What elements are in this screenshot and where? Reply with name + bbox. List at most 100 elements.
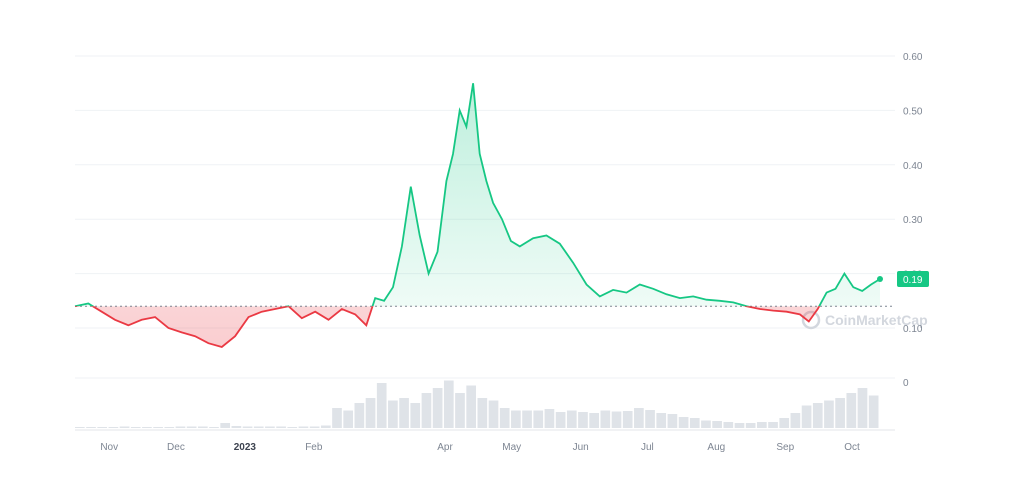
volume-bar bbox=[835, 398, 845, 428]
last-price-badge: 0.19 bbox=[897, 271, 929, 288]
volume-bar bbox=[712, 421, 722, 428]
volume-bar bbox=[97, 427, 108, 428]
y-tick-label: 0.50 bbox=[903, 106, 923, 117]
volume-bar bbox=[779, 418, 790, 428]
x-tick-label: Sep bbox=[776, 442, 794, 453]
volume-bar bbox=[667, 414, 678, 428]
volume-bar bbox=[410, 403, 421, 428]
volume-bar bbox=[846, 393, 857, 428]
volume-bar bbox=[108, 427, 119, 428]
volume-bar bbox=[365, 398, 376, 428]
volume-bar bbox=[209, 427, 219, 428]
x-tick-label: 2023 bbox=[234, 442, 257, 453]
x-tick-label: Apr bbox=[437, 442, 453, 453]
volume-bars bbox=[75, 380, 879, 428]
volume-bar bbox=[242, 426, 253, 428]
area-below-baseline bbox=[92, 306, 820, 347]
x-tick-label: Aug bbox=[707, 442, 725, 453]
x-axis: Nov Dec 2023 Feb Apr May Jun Jul Aug Sep Oct bbox=[75, 429, 895, 453]
x-tick-label: Feb bbox=[305, 442, 323, 453]
x-tick-label: Dec bbox=[167, 442, 185, 453]
volume-bar bbox=[622, 411, 633, 428]
y-tick-label: 0.10 bbox=[903, 324, 923, 335]
volume-bar bbox=[309, 426, 320, 428]
volume-bar bbox=[253, 426, 264, 428]
y-axis: 0.600.500.400.300.200.10 bbox=[903, 52, 923, 335]
last-price-label: 0.19 bbox=[903, 275, 923, 286]
volume-bar bbox=[443, 380, 454, 428]
volume-bar bbox=[499, 408, 510, 428]
volume-bar bbox=[566, 410, 577, 428]
volume-bar bbox=[320, 425, 331, 428]
y-tick-label: 0.30 bbox=[903, 215, 923, 226]
volume-bar bbox=[153, 427, 163, 428]
volume-bar bbox=[544, 409, 555, 428]
volume-bar bbox=[298, 426, 309, 428]
x-tick-label: Oct bbox=[844, 442, 860, 453]
volume-bar bbox=[488, 400, 499, 428]
volume-bar bbox=[790, 413, 801, 428]
volume-bar bbox=[611, 411, 622, 428]
volume-bar bbox=[354, 403, 365, 428]
volume-bar bbox=[75, 427, 85, 428]
volume-bar bbox=[231, 426, 242, 428]
volume-bar bbox=[455, 393, 465, 428]
volume-bar bbox=[645, 410, 655, 428]
volume-bar bbox=[197, 426, 208, 428]
volume-bar bbox=[466, 385, 476, 428]
volume-bar bbox=[142, 427, 152, 428]
volume-bar bbox=[689, 418, 700, 428]
x-tick-label: Jul bbox=[641, 442, 654, 453]
x-tick-label: Nov bbox=[100, 442, 118, 453]
volume-bar bbox=[857, 388, 868, 428]
volume-bar bbox=[119, 426, 130, 428]
last-price-dot bbox=[877, 276, 883, 283]
price-line-up bbox=[74, 83, 881, 307]
volume-bar bbox=[220, 423, 231, 428]
volume-bar bbox=[701, 420, 711, 428]
area-above-baseline bbox=[75, 83, 880, 307]
volume-bar bbox=[265, 426, 275, 428]
volume-bar bbox=[421, 393, 432, 428]
volume-bar bbox=[164, 427, 175, 428]
volume-bar bbox=[511, 410, 521, 428]
y-tick-label: 0.60 bbox=[903, 52, 923, 63]
volume-bar bbox=[533, 410, 544, 428]
volume-bar bbox=[555, 412, 566, 428]
volume-bar bbox=[801, 405, 812, 428]
volume-bar bbox=[175, 426, 186, 428]
volume-bar bbox=[824, 400, 834, 428]
volume-bar bbox=[656, 413, 667, 428]
volume-axis-label: 0 bbox=[903, 378, 909, 389]
x-tick-label: Jun bbox=[573, 442, 589, 453]
watermark-text: CoinMarketCap bbox=[825, 312, 928, 328]
volume-bar bbox=[768, 422, 778, 428]
volume-bar bbox=[634, 408, 644, 428]
price-line-down bbox=[75, 306, 821, 348]
volume-bar bbox=[332, 408, 342, 428]
volume-bar bbox=[388, 400, 398, 428]
volume-bar bbox=[757, 422, 767, 428]
volume-bar bbox=[589, 413, 599, 428]
volume-bar bbox=[477, 398, 488, 428]
volume-bar bbox=[723, 422, 734, 428]
volume-bar bbox=[376, 383, 387, 428]
volume-bar bbox=[600, 410, 611, 428]
volume-bar bbox=[399, 398, 409, 428]
volume-bar bbox=[868, 395, 879, 428]
x-tick-label: May bbox=[502, 442, 521, 453]
volume-bar bbox=[343, 410, 354, 428]
volume-bar bbox=[734, 423, 745, 428]
y-tick-label: 0.40 bbox=[903, 161, 923, 172]
volume-bar bbox=[276, 426, 286, 428]
volume-bar bbox=[130, 427, 141, 428]
volume-bar bbox=[522, 410, 532, 428]
volume-bar bbox=[287, 427, 298, 428]
volume-bar bbox=[578, 412, 588, 428]
volume-bar bbox=[186, 426, 197, 428]
volume-bar bbox=[432, 388, 443, 428]
volume-bar bbox=[86, 427, 96, 428]
volume-bar bbox=[678, 417, 689, 428]
volume-bar bbox=[745, 423, 756, 428]
